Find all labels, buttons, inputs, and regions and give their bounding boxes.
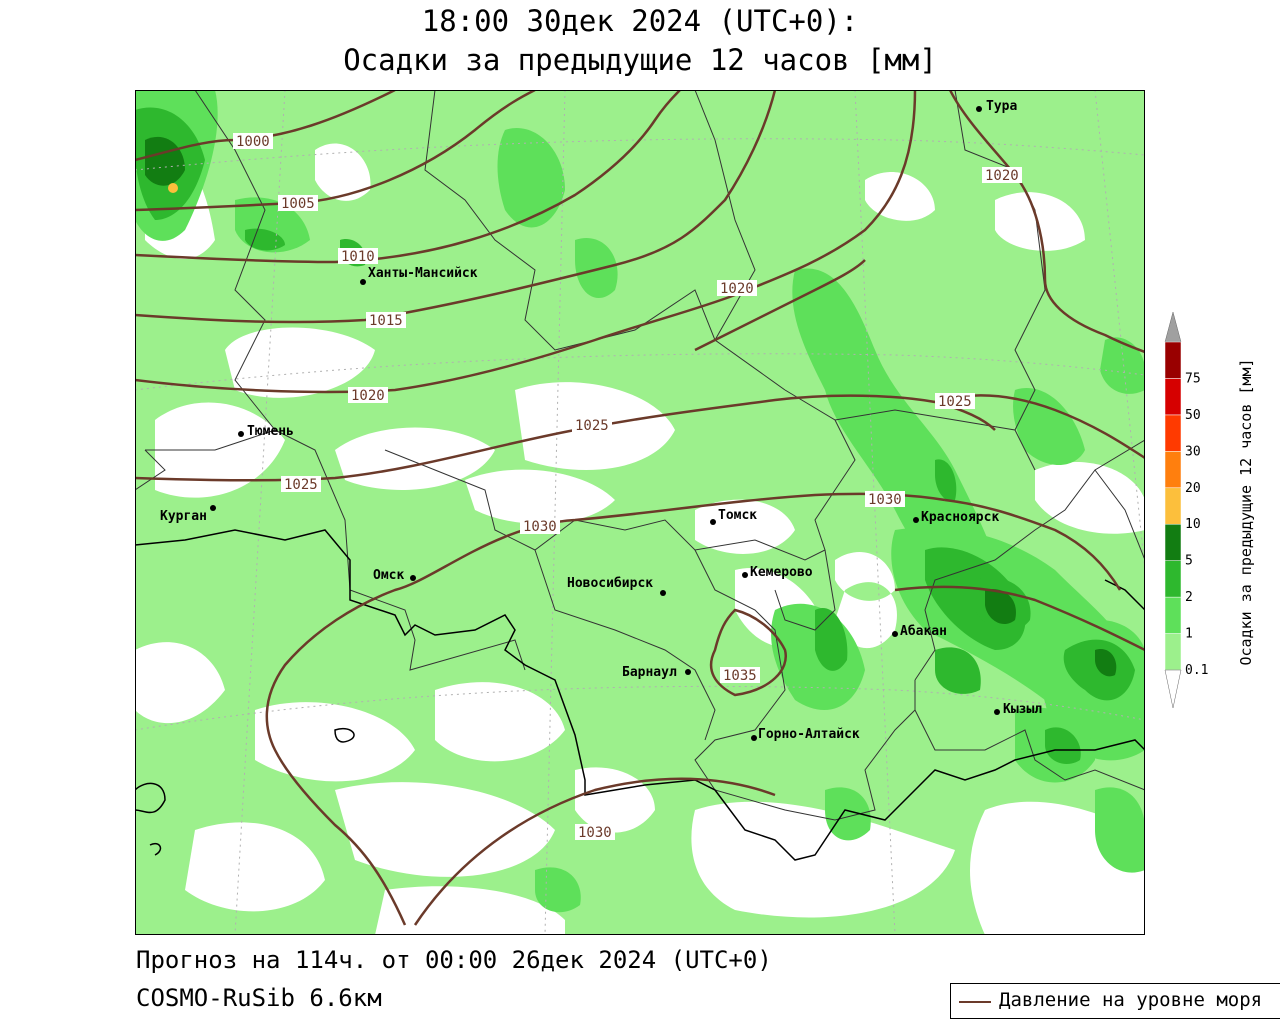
city-label: Ханты-Мансийск bbox=[368, 266, 478, 281]
colorbar-tick-label: 1 bbox=[1185, 627, 1193, 642]
city-marker bbox=[742, 572, 748, 578]
colorbar-over-triangle bbox=[1164, 311, 1182, 343]
isobar-label: 1030 bbox=[868, 492, 902, 508]
city-marker bbox=[360, 279, 366, 285]
graticule bbox=[135, 90, 1145, 935]
city-marker bbox=[976, 106, 982, 112]
map-frame bbox=[135, 90, 1145, 935]
isobar-1030-east bbox=[944, 498, 1122, 591]
isobar-label: 1030 bbox=[523, 519, 557, 535]
isobar-label: 1020 bbox=[351, 388, 385, 404]
isobar-label: 1035 bbox=[723, 668, 757, 684]
colorbar-blocks bbox=[1164, 341, 1182, 671]
city-label: Барнаул bbox=[622, 665, 677, 680]
city-marker bbox=[913, 517, 919, 523]
city-label: Кемерово bbox=[750, 565, 813, 580]
colorbar-label: Осадки за предыдущие 12 часов [мм] bbox=[1237, 358, 1255, 666]
colorbar-block bbox=[1164, 414, 1182, 452]
colorbar-tick-label: 20 bbox=[1185, 481, 1201, 496]
city-marker bbox=[410, 575, 416, 581]
isobar-label: 1010 bbox=[341, 249, 375, 265]
isobar-1010 bbox=[135, 90, 681, 264]
city-label: Новосибирск bbox=[567, 576, 653, 591]
city-marker bbox=[994, 709, 1000, 715]
colorbar-tick-label: 10 bbox=[1185, 517, 1201, 532]
city-label: Абакан bbox=[900, 624, 947, 639]
city-label: Курган bbox=[160, 509, 207, 524]
city-label: Томск bbox=[718, 508, 757, 523]
colorbar-tick-label: 2 bbox=[1185, 590, 1193, 605]
city-label: Омск bbox=[373, 568, 404, 583]
city-label: Красноярск bbox=[921, 510, 999, 525]
colorbar-under-triangle bbox=[1164, 669, 1182, 709]
colorbar-block bbox=[1164, 341, 1182, 379]
city-marker bbox=[892, 631, 898, 637]
isobar-1015 bbox=[135, 90, 777, 324]
precipitation-map: 1000 1005 1010 1015 1020 1020 1020 1025 … bbox=[135, 90, 1145, 935]
pressure-legend-label: Давление на уровне моря bbox=[999, 989, 1263, 1011]
city-label: Тюмень bbox=[247, 424, 294, 439]
city-label: Кызыл bbox=[1003, 702, 1042, 717]
isobar-1030-south bbox=[413, 777, 776, 926]
pressure-legend-line bbox=[959, 1001, 991, 1003]
isobar-1020-north bbox=[948, 90, 1145, 354]
colorbar-tick-label: 75 bbox=[1185, 371, 1201, 386]
city-markers: Тура Ханты-Мансийск Тюмень Курган Омск Т… bbox=[160, 99, 1042, 742]
isobar-label: 1025 bbox=[575, 418, 609, 434]
colorbar-tick-label: 5 bbox=[1185, 554, 1193, 569]
forecast-info: Прогноз на 114ч. от 00:00 26дек 2024 (UT… bbox=[136, 946, 772, 974]
city-marker bbox=[710, 519, 716, 525]
city-marker bbox=[660, 590, 666, 596]
isobar-label: 1005 bbox=[281, 196, 315, 212]
colorbar-block bbox=[1164, 633, 1182, 671]
city-label: Горно-Алтайск bbox=[758, 727, 860, 742]
precip-spot-10mm bbox=[168, 183, 178, 193]
colorbar-block bbox=[1164, 487, 1182, 525]
colorbar-ticks: 0.1 1 2 5 10 20 30 50 75 bbox=[1185, 371, 1208, 678]
isobar-1035 bbox=[709, 608, 788, 697]
isobar-label: 1030 bbox=[578, 825, 612, 841]
isobar-label: 1025 bbox=[938, 394, 972, 410]
colorbar-block bbox=[1164, 451, 1182, 489]
city-label: Тура bbox=[986, 99, 1017, 114]
model-name: COSMO-RuSib 6.6км bbox=[136, 984, 382, 1012]
city-marker bbox=[685, 669, 691, 675]
isobar-1005 bbox=[135, 90, 536, 212]
country-border bbox=[135, 529, 1145, 861]
colorbar-block bbox=[1164, 523, 1182, 561]
isobar-labels: 1000 1005 1010 1015 1020 1020 1020 1025 … bbox=[233, 133, 1022, 841]
colorbar-block bbox=[1164, 560, 1182, 598]
isobar-1020-mid bbox=[694, 259, 866, 352]
isobar-label: 1015 bbox=[369, 313, 403, 329]
map-subtitle: Осадки за предыдущие 12 часов [мм] bbox=[343, 43, 937, 77]
city-marker bbox=[210, 505, 216, 511]
colorbar: 0.1 1 2 5 10 20 30 50 75 bbox=[1164, 311, 1208, 709]
isobar-label: 1020 bbox=[720, 281, 754, 297]
map-title: 18:00 30дек 2024 (UTC+0): bbox=[421, 4, 859, 38]
colorbar-tick-label: 30 bbox=[1185, 444, 1201, 459]
colorbar-tick-label: 0.1 bbox=[1185, 663, 1208, 678]
isobar-label: 1025 bbox=[284, 477, 318, 493]
city-marker bbox=[751, 735, 757, 741]
isobar-label: 1000 bbox=[236, 134, 270, 150]
isobar-1030-west bbox=[265, 492, 946, 926]
colorbar-block bbox=[1164, 596, 1182, 634]
pressure-legend: Давление на уровне моря bbox=[950, 983, 1280, 1019]
isobar-label: 1020 bbox=[985, 168, 1019, 184]
isobar-1020-west bbox=[135, 90, 917, 394]
colorbar-block bbox=[1164, 378, 1182, 416]
colorbar-tick-label: 50 bbox=[1185, 408, 1201, 423]
isobar-1030-east-lower bbox=[894, 585, 1145, 652]
city-marker bbox=[238, 431, 244, 437]
